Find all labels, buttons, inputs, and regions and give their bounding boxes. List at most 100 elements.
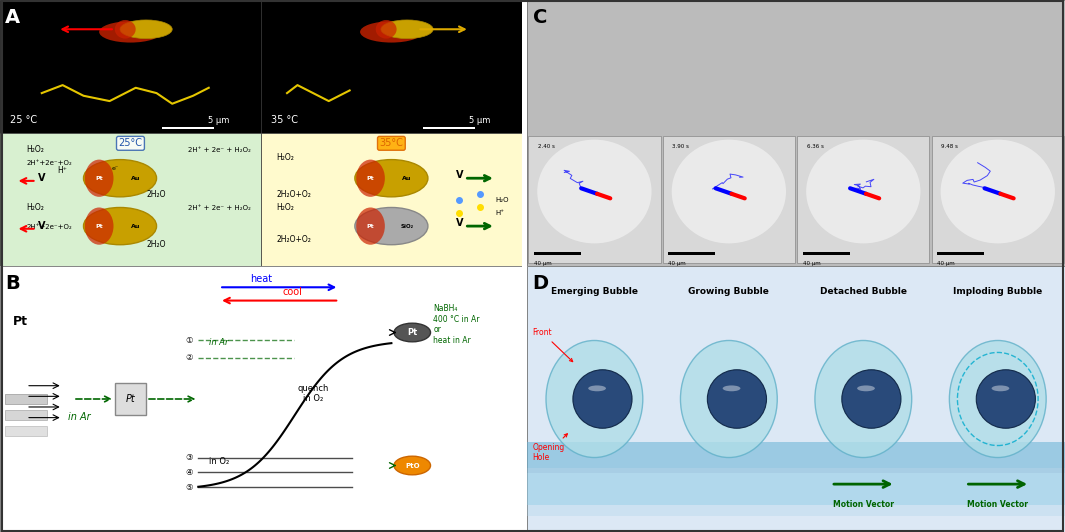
Text: H⁺: H⁺ <box>495 210 505 216</box>
Ellipse shape <box>115 20 135 39</box>
Text: Front: Front <box>532 328 573 362</box>
Text: cool: cool <box>282 287 302 297</box>
Text: ②: ② <box>185 353 193 362</box>
Ellipse shape <box>356 160 384 197</box>
Ellipse shape <box>806 139 920 244</box>
Ellipse shape <box>360 21 423 43</box>
Text: 9.48 s: 9.48 s <box>941 144 958 148</box>
Text: quench
in O₂: quench in O₂ <box>297 384 329 403</box>
Ellipse shape <box>355 160 428 197</box>
Text: V: V <box>456 218 463 228</box>
Ellipse shape <box>707 370 767 428</box>
Bar <box>937 252 984 255</box>
Bar <box>937 385 984 388</box>
Text: 40 μm: 40 μm <box>534 261 552 265</box>
Text: Motion Vector: Motion Vector <box>833 500 894 509</box>
Text: 40 μm: 40 μm <box>803 261 820 265</box>
Text: 3.90 s: 3.90 s <box>672 144 689 148</box>
Ellipse shape <box>381 20 433 39</box>
Ellipse shape <box>394 323 430 342</box>
Text: 40 μm: 40 μm <box>669 261 686 265</box>
Ellipse shape <box>83 160 157 197</box>
Text: in Ar: in Ar <box>68 412 91 422</box>
Bar <box>261 0 522 133</box>
Text: 35°C: 35°C <box>379 138 404 148</box>
Bar <box>669 385 716 388</box>
Bar <box>662 136 794 263</box>
Text: 40 μm: 40 μm <box>534 394 552 398</box>
Text: Au: Au <box>131 176 141 181</box>
Text: C: C <box>532 8 547 27</box>
Ellipse shape <box>356 207 384 245</box>
Ellipse shape <box>841 370 901 428</box>
Text: Growing Bubble: Growing Bubble <box>688 287 769 296</box>
Text: Pt: Pt <box>366 176 374 181</box>
Bar <box>534 252 581 255</box>
Bar <box>662 269 794 396</box>
Text: 6.36 s: 6.36 s <box>807 144 823 148</box>
Text: Imploding Bubble: Imploding Bubble <box>953 287 1043 296</box>
Text: V: V <box>38 173 46 183</box>
Bar <box>162 127 214 129</box>
Text: 20.52 s: 20.52 s <box>807 277 828 281</box>
Text: 5 μm: 5 μm <box>209 116 230 125</box>
Text: H₂O₂: H₂O₂ <box>277 153 294 162</box>
Text: e⁻: e⁻ <box>111 166 118 171</box>
Ellipse shape <box>977 370 1035 428</box>
Text: heat: heat <box>250 274 272 284</box>
Text: Pt: Pt <box>96 223 103 229</box>
Ellipse shape <box>573 370 632 428</box>
Text: PtO: PtO <box>405 462 420 469</box>
Bar <box>423 127 475 129</box>
FancyBboxPatch shape <box>0 0 522 266</box>
Ellipse shape <box>588 385 606 392</box>
Bar <box>527 442 1065 473</box>
Ellipse shape <box>537 139 652 244</box>
Text: 25°C: 25°C <box>118 138 143 148</box>
Ellipse shape <box>723 385 740 392</box>
Ellipse shape <box>940 272 1055 377</box>
Text: 40 μm: 40 μm <box>937 394 955 398</box>
Ellipse shape <box>949 340 1046 458</box>
Ellipse shape <box>672 139 786 244</box>
Bar <box>932 136 1064 263</box>
Text: Pt: Pt <box>366 223 374 229</box>
Bar <box>534 385 581 388</box>
Ellipse shape <box>672 272 786 377</box>
Text: 40 μm: 40 μm <box>803 394 820 398</box>
Ellipse shape <box>99 21 162 43</box>
Text: H⁺: H⁺ <box>58 166 67 175</box>
Text: V: V <box>456 170 463 180</box>
Text: Au: Au <box>131 223 141 229</box>
Ellipse shape <box>85 160 114 197</box>
Text: Pt: Pt <box>126 394 135 404</box>
Ellipse shape <box>815 340 912 458</box>
Text: Pt: Pt <box>407 328 417 337</box>
Text: 25.20 s: 25.20 s <box>941 277 962 281</box>
Text: D: D <box>532 274 548 293</box>
Text: SiO₂: SiO₂ <box>400 223 413 229</box>
Text: 2H₂O+O₂: 2H₂O+O₂ <box>277 190 311 199</box>
Text: Opening
Hole: Opening Hole <box>532 434 568 462</box>
Text: 2H⁺+2e⁻+O₂: 2H⁺+2e⁻+O₂ <box>26 160 71 166</box>
Bar <box>803 385 850 388</box>
Ellipse shape <box>546 340 643 458</box>
Ellipse shape <box>85 207 114 245</box>
Ellipse shape <box>681 340 777 458</box>
Bar <box>798 136 930 263</box>
Text: 40 μm: 40 μm <box>937 261 955 265</box>
Text: 25 °C: 25 °C <box>11 115 37 125</box>
Bar <box>527 442 1065 468</box>
Text: NaBH₄
400 °C in Ar
or
heat in Ar: NaBH₄ 400 °C in Ar or heat in Ar <box>433 304 479 345</box>
Bar <box>932 269 1064 396</box>
Ellipse shape <box>120 20 173 39</box>
Text: H₂O₂: H₂O₂ <box>26 203 44 212</box>
Text: H₂O₂: H₂O₂ <box>26 145 44 154</box>
Text: ④: ④ <box>185 468 193 477</box>
Ellipse shape <box>376 20 396 39</box>
Text: Detached Bubble: Detached Bubble <box>820 287 906 296</box>
Text: H₂O₂: H₂O₂ <box>277 203 294 212</box>
Bar <box>527 473 1065 505</box>
Bar <box>528 136 660 263</box>
Text: 2H₂O+O₂: 2H₂O+O₂ <box>277 235 311 244</box>
